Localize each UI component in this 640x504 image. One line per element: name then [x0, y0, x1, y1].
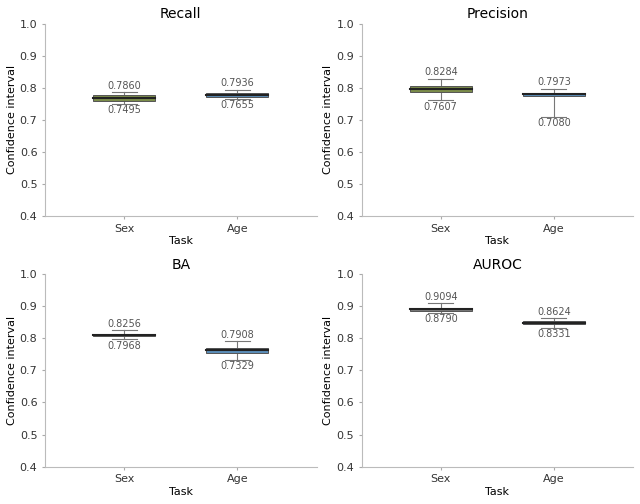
X-axis label: Task: Task: [169, 236, 193, 246]
X-axis label: Task: Task: [485, 236, 509, 246]
Bar: [206, 93, 268, 97]
Text: 0.7495: 0.7495: [108, 105, 141, 115]
Bar: [93, 334, 156, 336]
Text: 0.8790: 0.8790: [424, 314, 458, 324]
Text: 0.8624: 0.8624: [537, 307, 571, 317]
Text: 0.8331: 0.8331: [537, 329, 571, 339]
X-axis label: Task: Task: [485, 487, 509, 497]
Title: Precision: Precision: [467, 7, 528, 21]
Text: 0.7329: 0.7329: [220, 361, 254, 371]
Y-axis label: Confidence interval: Confidence interval: [7, 316, 17, 425]
Text: 0.8256: 0.8256: [108, 319, 141, 329]
Text: 0.9094: 0.9094: [424, 292, 458, 302]
Text: 0.7908: 0.7908: [221, 330, 254, 340]
X-axis label: Task: Task: [169, 487, 193, 497]
Title: Recall: Recall: [160, 7, 202, 21]
Title: BA: BA: [172, 258, 190, 272]
Text: 0.7655: 0.7655: [220, 100, 254, 110]
Bar: [410, 86, 472, 93]
Bar: [523, 93, 585, 96]
Bar: [206, 348, 268, 353]
Y-axis label: Confidence interval: Confidence interval: [323, 316, 333, 425]
Y-axis label: Confidence interval: Confidence interval: [7, 65, 17, 174]
Bar: [93, 95, 156, 101]
Bar: [523, 321, 585, 325]
Text: 0.7080: 0.7080: [537, 118, 571, 129]
Text: 0.8284: 0.8284: [424, 67, 458, 77]
Text: 0.7936: 0.7936: [221, 79, 254, 88]
Title: AUROC: AUROC: [472, 258, 522, 272]
Bar: [410, 308, 472, 310]
Text: 0.7860: 0.7860: [108, 81, 141, 91]
Text: 0.7607: 0.7607: [424, 102, 458, 111]
Text: 0.7968: 0.7968: [108, 341, 141, 351]
Y-axis label: Confidence interval: Confidence interval: [323, 65, 333, 174]
Text: 0.7973: 0.7973: [537, 77, 571, 87]
